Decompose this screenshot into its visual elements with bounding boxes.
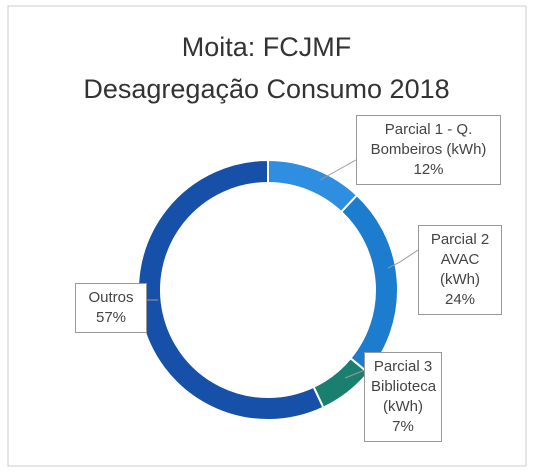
frame	[7, 5, 527, 467]
donut-slice	[267, 158, 359, 214]
label-value: 12%	[413, 161, 444, 178]
label-value: 24%	[444, 291, 476, 308]
label-category: Parcial 1 - Q. Bombeiros (kWh)	[370, 121, 487, 158]
chart-subtitle: Desagregação Consumo 2018	[83, 74, 450, 104]
donut-slice	[137, 158, 325, 421]
donut-slice	[339, 193, 399, 375]
chart-title: Moita: FCJMF	[181, 32, 352, 62]
label-category: Outros	[88, 289, 134, 306]
data-label: Parcial 2 AVAC (kWh) 24%	[418, 225, 502, 315]
donut-slice	[312, 356, 370, 409]
label-value: 7%	[392, 418, 414, 435]
label-value: 57%	[95, 309, 127, 326]
data-label: Parcial 1 - Q. Bombeiros (kWh) 12%	[356, 115, 501, 185]
leader-line	[387, 249, 419, 269]
label-category: Parcial 3 Biblioteca (kWh)	[371, 358, 437, 415]
label-category: Parcial 2 AVAC (kWh)	[430, 231, 490, 288]
leader-line	[319, 159, 357, 181]
data-label: Parcial 3 Biblioteca (kWh) 7%	[364, 352, 442, 442]
leader-line	[344, 369, 366, 379]
data-label: Outros 57%	[75, 283, 147, 333]
